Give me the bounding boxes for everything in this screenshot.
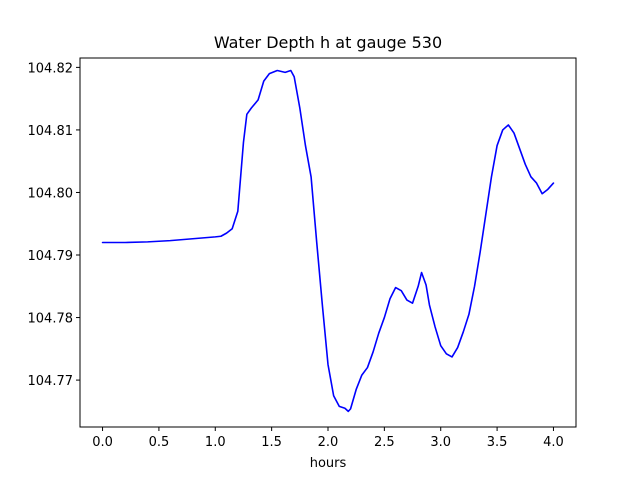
y-tick-label: 104.78	[28, 312, 74, 327]
series-layer	[101, 69, 555, 413]
y-axis: 104.77 104.78 104.79 104.80 104.81 104.82	[28, 61, 80, 389]
y-tick-label: 104.77	[28, 374, 74, 389]
x-tick-label: 3.5	[487, 435, 508, 450]
y-tick-label: 104.79	[28, 249, 74, 264]
x-tick-label: 0.5	[149, 435, 170, 450]
x-tick-label: 3.0	[430, 435, 451, 450]
y-tick-label: 104.80	[28, 186, 74, 201]
x-tick-label: 2.5	[374, 435, 395, 450]
x-tick-label: 1.0	[205, 435, 226, 450]
x-tick-label: 2.0	[318, 435, 339, 450]
x-tick-label: 0.0	[92, 435, 113, 450]
y-tick-label: 104.81	[28, 124, 74, 139]
series-line	[101, 69, 555, 413]
x-axis-label: hours	[310, 456, 347, 471]
chart-title: Water Depth h at gauge 530	[214, 33, 442, 52]
y-tick-label: 104.82	[28, 61, 74, 76]
x-tick-label: 1.5	[261, 435, 282, 450]
x-tick-label: 4.0	[543, 435, 564, 450]
x-axis: 0.0 0.5 1.0 1.5 2.0 2.5 3.0 3.5 4.0	[92, 427, 564, 450]
